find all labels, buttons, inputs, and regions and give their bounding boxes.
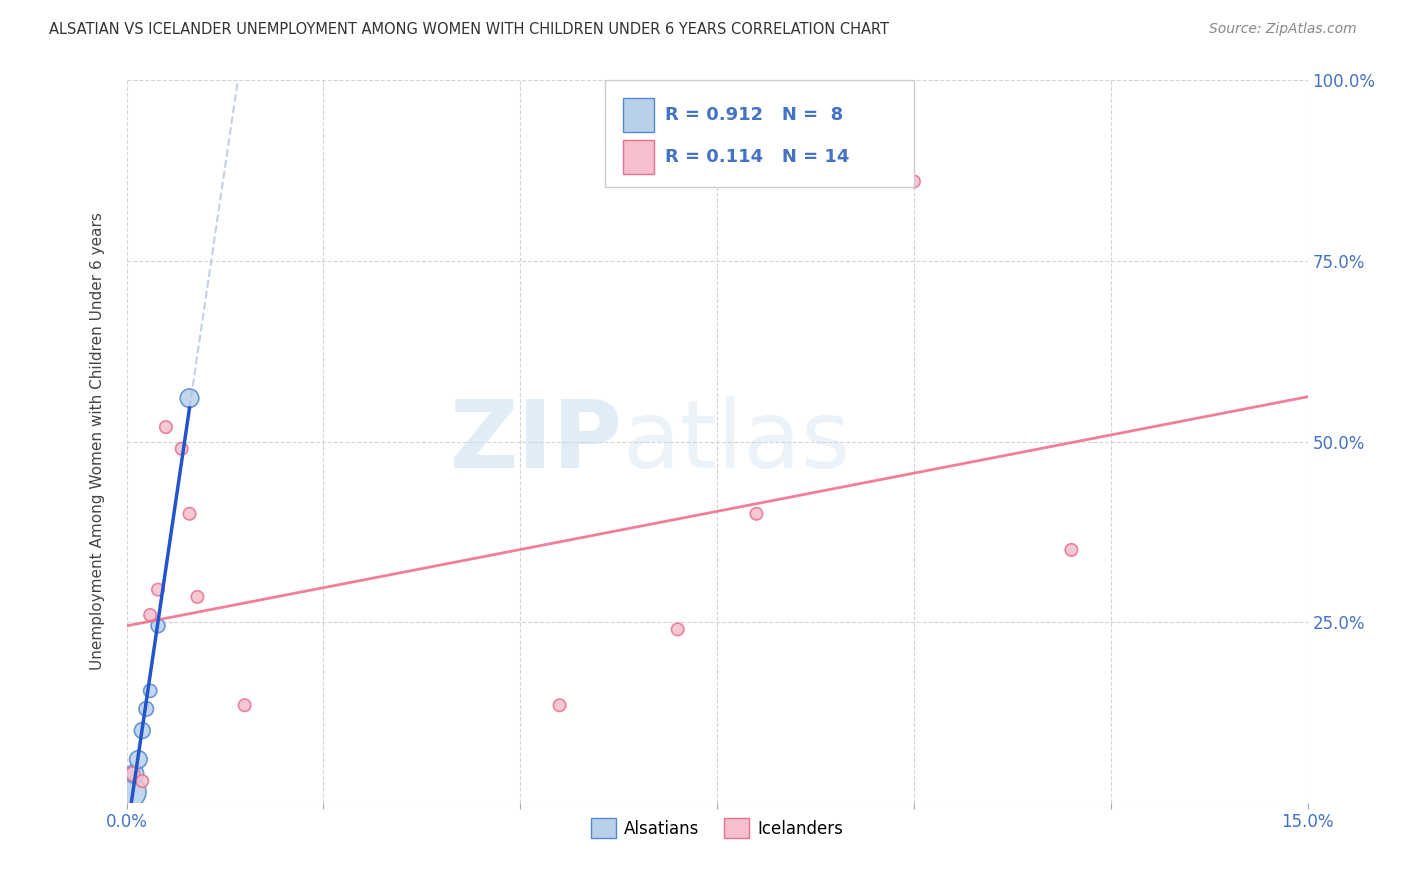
Point [127,752,149,766]
Point [120,785,142,799]
Point [139,607,162,622]
Point [745,507,768,521]
Point [135,702,157,716]
Text: atlas: atlas [623,395,851,488]
Point [170,442,193,456]
Point [233,698,256,713]
Point [155,420,177,434]
Text: ALSATIAN VS ICELANDER UNEMPLOYMENT AMONG WOMEN WITH CHILDREN UNDER 6 YEARS CORRE: ALSATIAN VS ICELANDER UNEMPLOYMENT AMONG… [49,22,889,37]
Text: R = 0.114   N = 14: R = 0.114 N = 14 [665,148,849,166]
Point [139,683,162,698]
Text: Source: ZipAtlas.com: Source: ZipAtlas.com [1209,22,1357,37]
Point [131,774,153,789]
Text: ZIP: ZIP [450,395,623,488]
Point [146,582,169,597]
Point [548,698,571,713]
Text: R = 0.912   N =  8: R = 0.912 N = 8 [665,106,844,124]
Point [124,767,146,781]
Point [179,391,201,405]
Point [179,507,201,521]
Point [121,767,143,781]
Y-axis label: Unemployment Among Women with Children Under 6 years: Unemployment Among Women with Children U… [90,212,105,671]
Point [666,623,689,637]
Legend: Alsatians, Icelanders: Alsatians, Icelanders [583,812,851,845]
Point [131,723,153,738]
Point [903,174,925,188]
Point [186,590,208,604]
Point [1060,542,1083,557]
Point [146,619,169,633]
